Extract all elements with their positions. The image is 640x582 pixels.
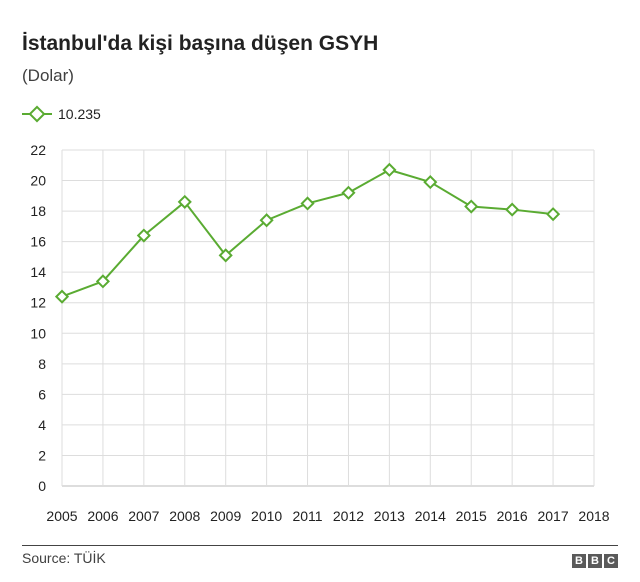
legend: 10.235	[22, 104, 101, 124]
legend-diamond-icon	[22, 105, 52, 123]
x-tick-label: 2016	[497, 508, 528, 524]
x-tick-label: 2005	[46, 508, 77, 524]
bbc-logo-letter: B	[572, 554, 586, 568]
data-point	[218, 248, 233, 263]
data-point	[505, 202, 520, 217]
x-tick-label: 2006	[87, 508, 118, 524]
data-point	[341, 185, 356, 200]
data-point	[464, 199, 479, 214]
data-point	[54, 289, 70, 304]
x-tick-label: 2014	[415, 508, 446, 524]
x-tick-label: 2018	[578, 508, 609, 524]
y-tick-label: 22	[30, 142, 46, 158]
legend-label: 10.235	[58, 106, 101, 122]
data-point	[546, 207, 561, 222]
x-tick-label: 2007	[128, 508, 159, 524]
y-tick-label: 18	[30, 203, 46, 219]
footer-divider	[22, 545, 618, 546]
x-tick-label: 2012	[333, 508, 364, 524]
y-tick-label: 2	[38, 447, 46, 463]
x-tick-label: 2010	[251, 508, 282, 524]
data-point	[423, 175, 438, 190]
y-tick-label: 20	[30, 173, 46, 189]
x-tick-label: 2009	[210, 508, 241, 524]
x-tick-label: 2015	[456, 508, 487, 524]
data-point	[259, 213, 274, 228]
x-tick-label: 2017	[537, 508, 568, 524]
data-point	[300, 196, 315, 211]
y-tick-label: 8	[38, 356, 46, 372]
x-tick-label: 2011	[292, 508, 322, 524]
source-text: Source: TÜİK	[22, 550, 106, 566]
x-tick-label: 2008	[169, 508, 200, 524]
y-tick-label: 16	[30, 234, 46, 250]
data-point	[382, 162, 397, 177]
y-tick-label: 6	[38, 386, 46, 402]
data-point	[95, 274, 110, 289]
y-tick-label: 10	[30, 325, 46, 341]
bbc-logo-letter: C	[604, 554, 618, 568]
y-tick-label: 4	[38, 417, 46, 433]
data-point	[136, 228, 151, 243]
y-tick-label: 14	[30, 264, 46, 280]
chart-title: İstanbul'da kişi başına düşen GSYH	[22, 32, 379, 55]
chart-subtitle: (Dolar)	[22, 66, 74, 85]
bbc-logo: B B C	[572, 554, 618, 568]
y-tick-label: 0	[38, 478, 46, 494]
bbc-logo-letter: B	[588, 554, 602, 568]
y-tick-label: 12	[30, 295, 46, 311]
data-point	[177, 194, 192, 209]
x-tick-label: 2013	[374, 508, 405, 524]
